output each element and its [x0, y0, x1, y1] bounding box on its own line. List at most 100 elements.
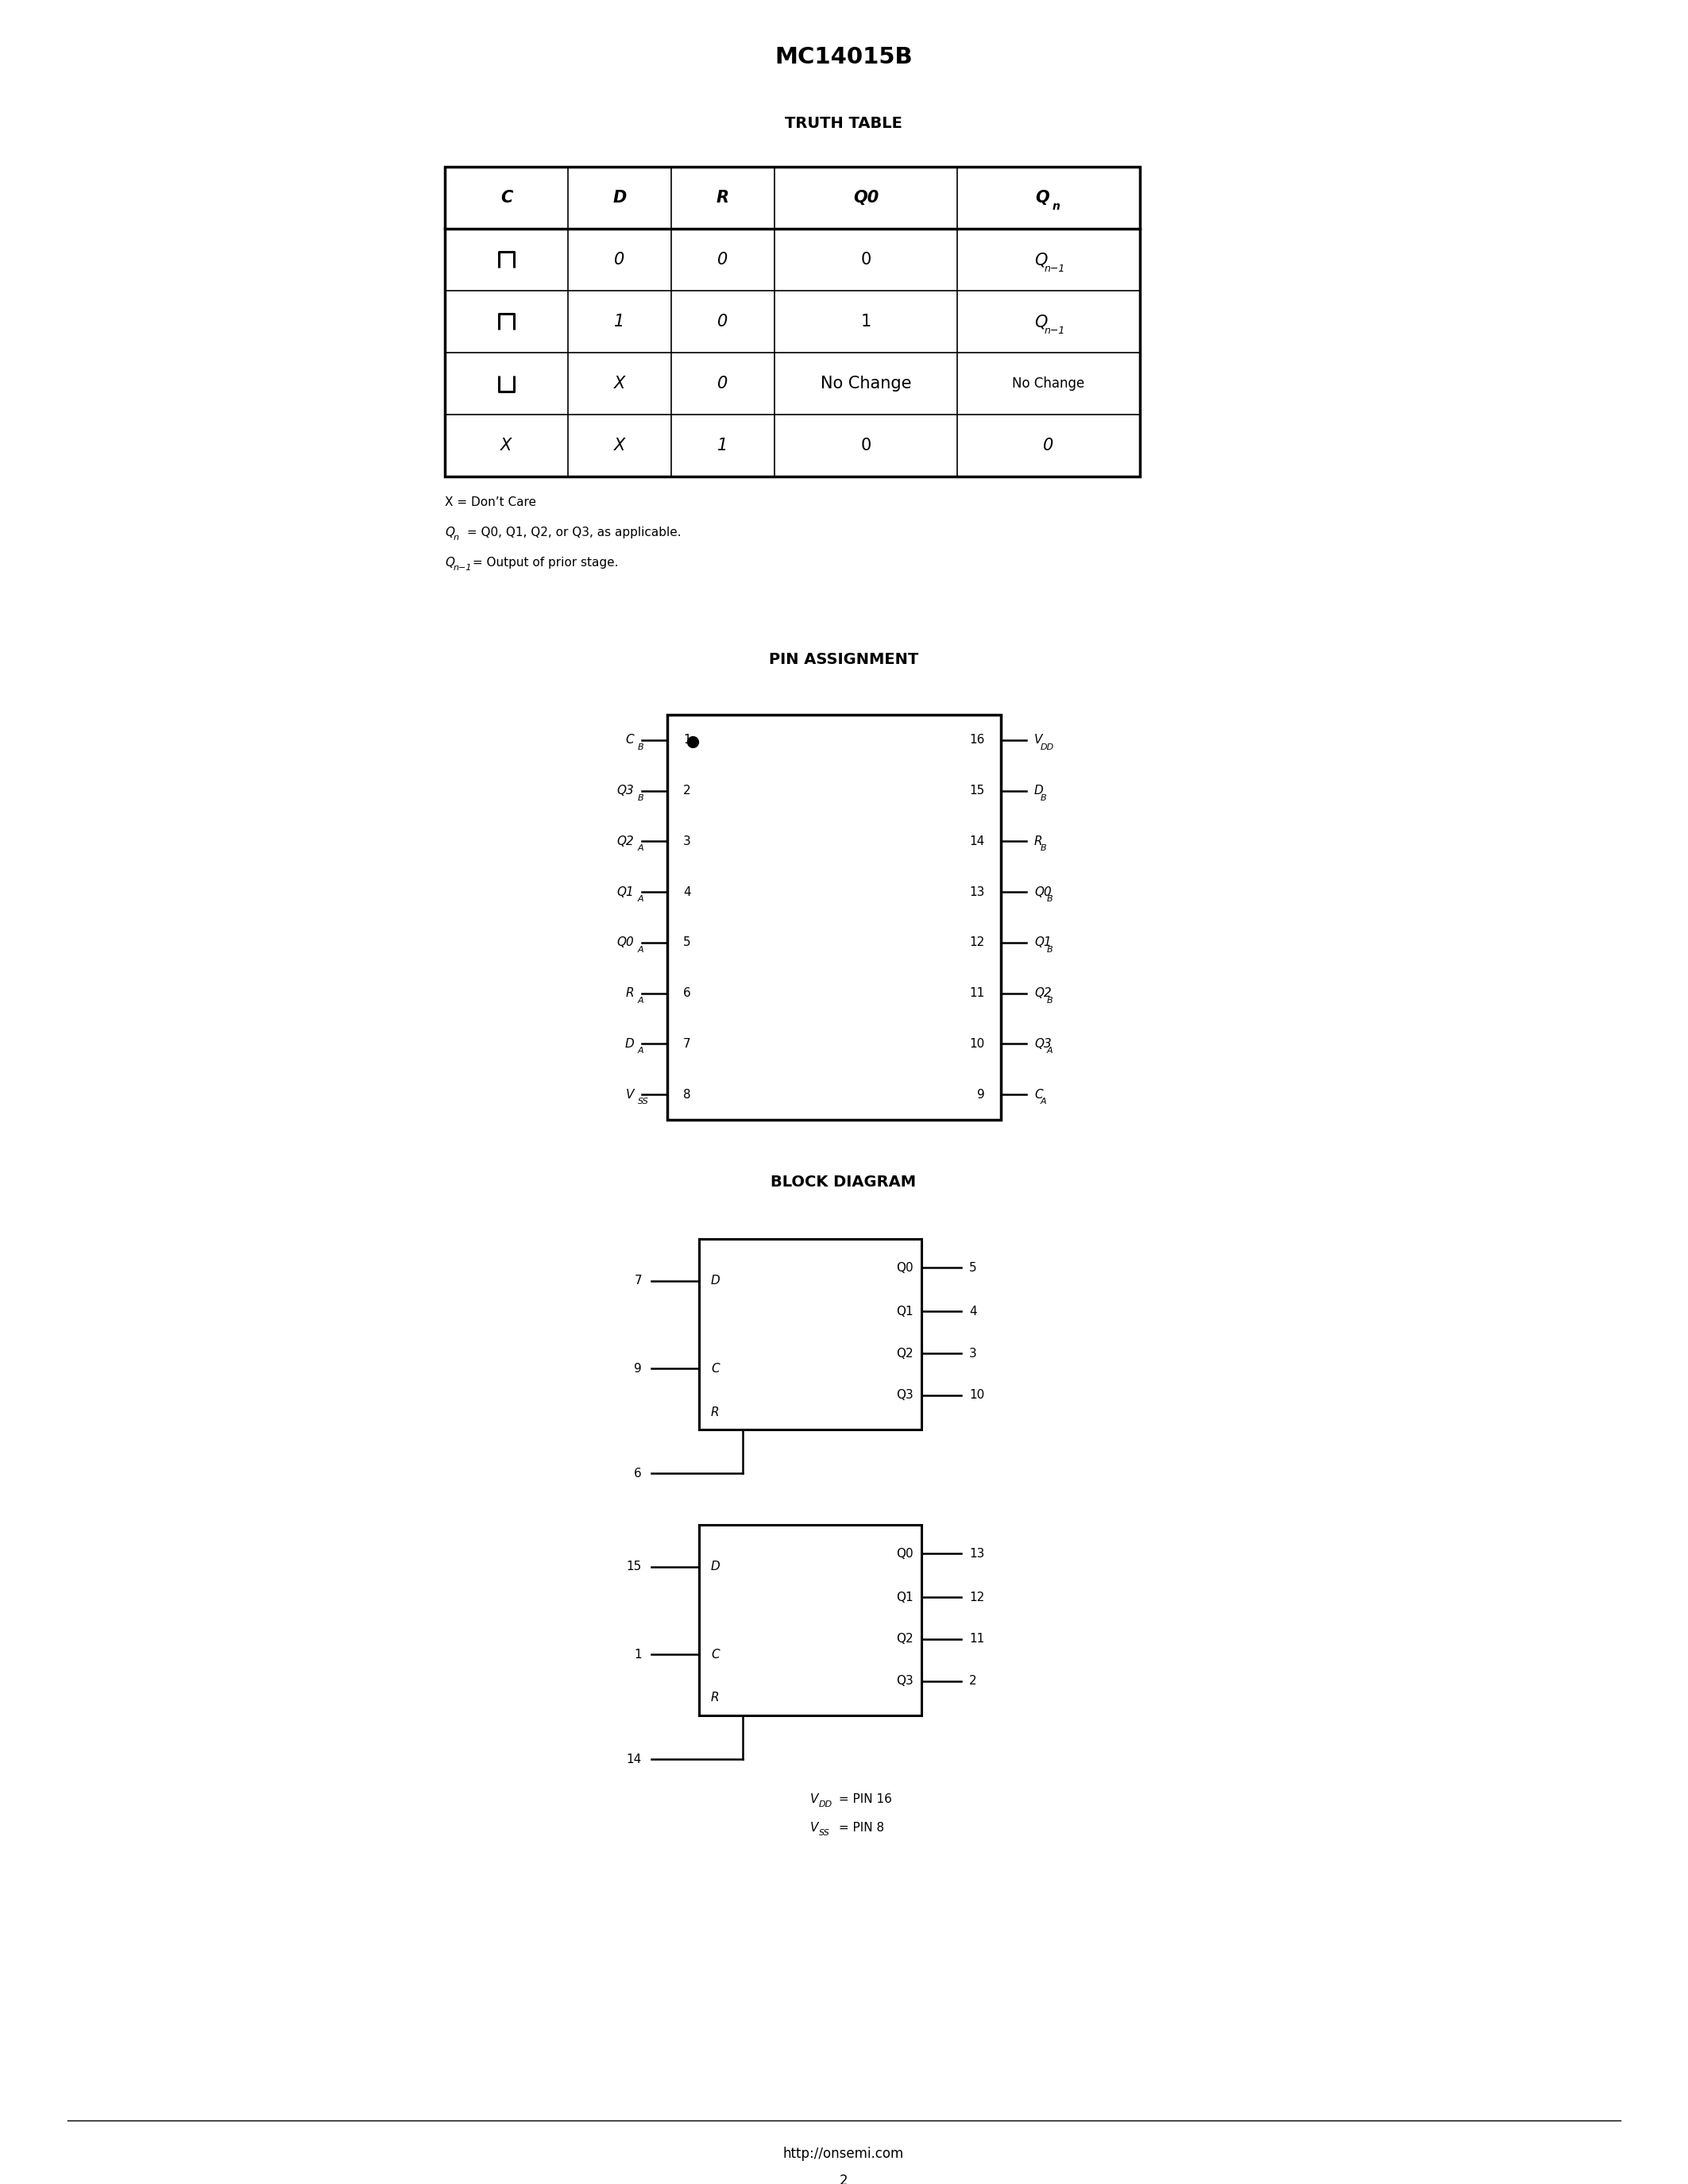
Text: A: A	[638, 895, 643, 904]
Text: Q: Q	[1035, 314, 1047, 330]
Text: 0: 0	[717, 376, 728, 391]
Text: X: X	[501, 437, 511, 454]
Text: 1: 1	[684, 734, 690, 747]
Text: n−1: n−1	[1045, 325, 1065, 336]
Text: Q3: Q3	[616, 784, 635, 797]
Text: 11: 11	[969, 1634, 984, 1645]
Text: V: V	[626, 1088, 635, 1101]
Text: Q2: Q2	[896, 1634, 913, 1645]
Text: Q2: Q2	[1035, 987, 1052, 1000]
Text: B: B	[638, 795, 643, 802]
Text: B: B	[1047, 895, 1053, 904]
Text: Q3: Q3	[1035, 1037, 1052, 1051]
Text: Q1: Q1	[616, 887, 635, 898]
Text: A: A	[638, 1046, 643, 1055]
Text: Q1: Q1	[896, 1306, 913, 1317]
Text: 10: 10	[969, 1037, 986, 1051]
Text: 3: 3	[969, 1348, 977, 1358]
Text: R: R	[711, 1693, 719, 1704]
Text: C: C	[711, 1363, 719, 1374]
Text: 0: 0	[717, 314, 728, 330]
Text: 2: 2	[969, 1675, 977, 1686]
Text: 10: 10	[969, 1389, 984, 1402]
Text: R: R	[1035, 836, 1043, 847]
Text: B: B	[638, 743, 643, 751]
Text: Q0: Q0	[896, 1262, 913, 1273]
Bar	[699, 1238, 922, 1431]
Text: Q0: Q0	[896, 1548, 913, 1559]
Text: 9: 9	[635, 1363, 641, 1374]
Text: 7: 7	[684, 1037, 690, 1051]
Text: n−1: n−1	[454, 563, 473, 572]
Text: Q0: Q0	[616, 937, 635, 948]
Text: 6: 6	[635, 1468, 641, 1479]
Text: 1: 1	[861, 314, 871, 330]
Text: Q1: Q1	[896, 1592, 913, 1603]
Text: 5: 5	[684, 937, 690, 948]
Text: 11: 11	[969, 987, 986, 1000]
Text: X: X	[614, 437, 625, 454]
Text: V: V	[810, 1821, 819, 1832]
Text: A: A	[1040, 1099, 1047, 1105]
Text: TRUTH TABLE: TRUTH TABLE	[785, 116, 903, 131]
Text: = PIN 8: = PIN 8	[836, 1821, 885, 1832]
Text: n−1: n−1	[1045, 264, 1065, 273]
Text: 14: 14	[626, 1754, 641, 1765]
Text: PIN ASSIGNMENT: PIN ASSIGNMENT	[768, 651, 918, 666]
Text: SS: SS	[819, 1828, 830, 1837]
Text: Q: Q	[446, 526, 454, 537]
Text: 3: 3	[684, 836, 690, 847]
Text: B: B	[1040, 795, 1047, 802]
Text: 5: 5	[969, 1262, 977, 1273]
Text: 12: 12	[969, 937, 986, 948]
Text: D: D	[711, 1562, 721, 1572]
Text: 9: 9	[977, 1088, 986, 1101]
Text: Q3: Q3	[896, 1389, 913, 1402]
Text: A: A	[638, 996, 643, 1005]
Text: Q: Q	[1035, 190, 1050, 205]
Text: 12: 12	[969, 1592, 984, 1603]
Text: Q0: Q0	[1035, 887, 1052, 898]
Text: 13: 13	[969, 887, 986, 898]
Text: http://onsemi.com: http://onsemi.com	[783, 2147, 905, 2160]
Text: V: V	[810, 1793, 819, 1804]
Text: 2: 2	[684, 784, 690, 797]
Text: C: C	[711, 1649, 719, 1660]
Text: A: A	[1047, 1046, 1053, 1055]
Text: B: B	[1047, 996, 1053, 1005]
Text: Q: Q	[446, 557, 454, 568]
Text: 0: 0	[1043, 437, 1053, 454]
Text: Q0: Q0	[852, 190, 879, 205]
Text: 13: 13	[969, 1548, 984, 1559]
Text: V: V	[1035, 734, 1043, 747]
Text: C: C	[626, 734, 635, 747]
Text: C: C	[1035, 1088, 1043, 1101]
Text: X: X	[614, 376, 625, 391]
Text: 14: 14	[969, 836, 986, 847]
Text: 1: 1	[717, 437, 728, 454]
Text: C: C	[500, 190, 513, 205]
Text: Q1: Q1	[1035, 937, 1052, 948]
Text: D: D	[613, 190, 626, 205]
Text: A: A	[638, 946, 643, 954]
Text: 0: 0	[861, 251, 871, 269]
Bar	[446, 166, 1139, 476]
Text: = PIN 16: = PIN 16	[836, 1793, 891, 1804]
Text: 2: 2	[839, 2173, 847, 2184]
Text: 7: 7	[635, 1275, 641, 1286]
Text: BLOCK DIAGRAM: BLOCK DIAGRAM	[771, 1175, 917, 1190]
Text: R: R	[711, 1406, 719, 1417]
Text: X = Don’t Care: X = Don’t Care	[446, 496, 537, 509]
Text: Q: Q	[1035, 251, 1047, 269]
Text: 1: 1	[614, 314, 625, 330]
Text: 15: 15	[969, 784, 986, 797]
Text: Q3: Q3	[896, 1675, 913, 1686]
Text: 8: 8	[684, 1088, 690, 1101]
Text: = Q0, Q1, Q2, or Q3, as applicable.: = Q0, Q1, Q2, or Q3, as applicable.	[463, 526, 682, 537]
Text: = Output of prior stage.: = Output of prior stage.	[469, 557, 618, 568]
Text: 15: 15	[626, 1562, 641, 1572]
Text: 6: 6	[684, 987, 690, 1000]
Text: B: B	[1040, 845, 1047, 852]
Text: SS: SS	[638, 1099, 648, 1105]
Text: 4: 4	[684, 887, 690, 898]
